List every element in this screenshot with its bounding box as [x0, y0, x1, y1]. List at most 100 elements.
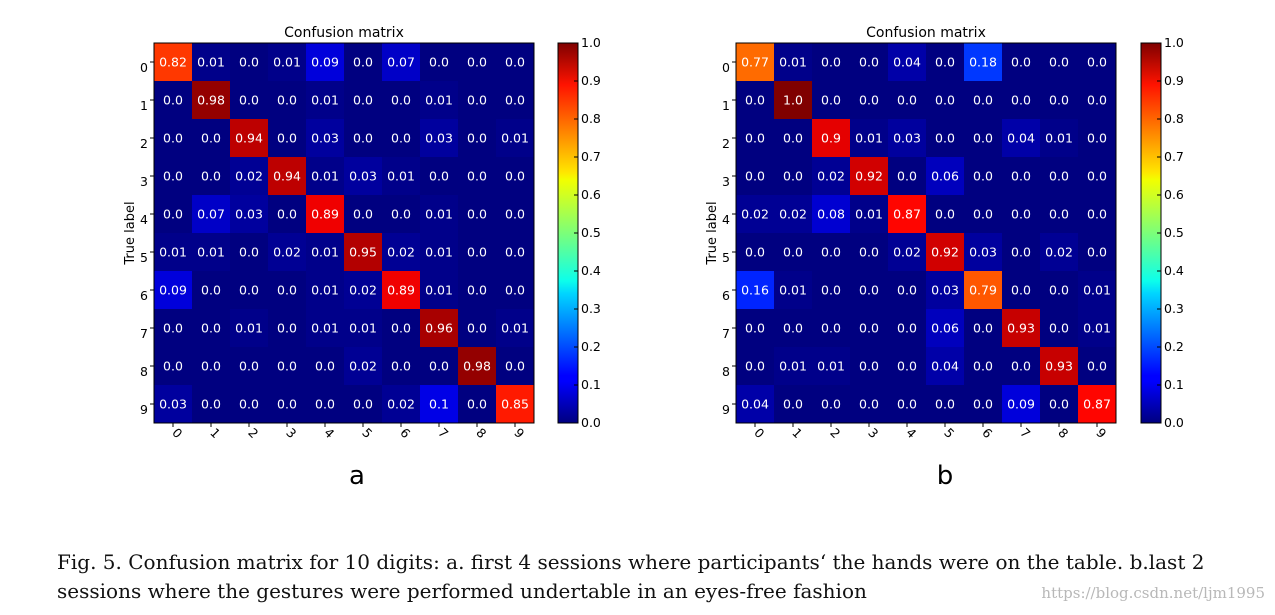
heatmap-cell — [1002, 43, 1041, 82]
y-tick-label: 1 — [722, 98, 730, 113]
heatmap-cell — [812, 271, 851, 310]
cell-value-label: 0.0 — [353, 55, 373, 70]
colorbar-tick-label: 0.7 — [581, 149, 601, 164]
heatmap-cell — [850, 81, 889, 120]
cell-value-label: 0.18 — [969, 55, 997, 70]
heatmap-cell — [850, 119, 889, 158]
colorbar-tick-label: 0.7 — [1164, 149, 1184, 164]
cell-value-label: 0.02 — [817, 169, 845, 184]
heatmap-cell — [1078, 43, 1117, 82]
cell-value-label: 0.01 — [311, 283, 339, 298]
colorbar-tick-label: 0.2 — [1164, 339, 1184, 354]
colorbar-tick-label: 0.9 — [581, 73, 601, 88]
y-tick-label: 9 — [722, 402, 730, 417]
heatmap-cell — [926, 385, 965, 424]
figure-caption: Fig. 5. Confusion matrix for 10 digits: … — [57, 550, 1205, 603]
cell-value-label: 0.03 — [311, 131, 339, 146]
heatmap-cell — [496, 233, 535, 272]
cell-value-label: 0.92 — [855, 169, 883, 184]
heatmap-cell — [736, 271, 775, 310]
cell-value-label: 0.03 — [893, 131, 921, 146]
cell-value-label: 0.77 — [741, 55, 769, 70]
x-tick-label: 1 — [789, 425, 805, 441]
colorbar-tick-label: 0.4 — [1164, 263, 1184, 278]
cell-value-label: 0.0 — [201, 359, 221, 374]
heatmap-cell — [344, 233, 383, 272]
y-tick-label: 3 — [722, 174, 730, 189]
cell-value-label: 0.0 — [1049, 207, 1069, 222]
cell-value-label: 0.0 — [163, 169, 183, 184]
heatmap-cell — [736, 81, 775, 120]
colorbar-tick-label: 0.8 — [581, 111, 601, 126]
panel-label: a — [349, 461, 365, 491]
heatmap-cell — [154, 195, 193, 234]
heatmap-cell — [344, 385, 383, 424]
heatmap-cell — [192, 119, 231, 158]
heatmap-cell — [736, 43, 775, 82]
cell-value-label: 0.0 — [505, 245, 525, 260]
cell-value-label: 0.16 — [741, 283, 769, 298]
watermark-text: https://blog.csdn.net/ljm1995 — [1041, 584, 1265, 602]
cell-value-label: 0.04 — [931, 359, 959, 374]
heatmap-cell — [154, 233, 193, 272]
cell-value-label: 0.06 — [931, 169, 959, 184]
cell-value-label: 0.01 — [273, 55, 301, 70]
colorbar-tick-label: 0.1 — [581, 377, 601, 392]
cell-value-label: 0.0 — [505, 359, 525, 374]
heatmap-cell — [458, 43, 497, 82]
heatmap-cell — [812, 43, 851, 82]
heatmap-cell — [926, 347, 965, 386]
cell-value-label: 0.0 — [859, 55, 879, 70]
heatmap-cell — [230, 81, 269, 120]
x-tick-label: 3 — [283, 425, 299, 441]
cell-value-label: 0.02 — [387, 397, 415, 412]
cell-value-label: 0.0 — [239, 359, 259, 374]
heatmap-cell — [458, 347, 497, 386]
y-tick-label: 1 — [140, 98, 148, 113]
cell-value-label: 0.0 — [163, 93, 183, 108]
heatmap-cell — [888, 157, 927, 196]
cell-value-label: 0.0 — [391, 131, 411, 146]
heatmap-cell — [230, 195, 269, 234]
heatmap-cell — [964, 309, 1003, 348]
heatmap-cell — [306, 157, 345, 196]
cell-value-label: 0.0 — [821, 397, 841, 412]
cell-value-label: 0.89 — [311, 207, 339, 222]
cell-value-label: 0.02 — [349, 359, 377, 374]
cell-value-label: 0.0 — [745, 169, 765, 184]
cell-value-label: 0.0 — [353, 131, 373, 146]
heatmap-cell — [268, 81, 307, 120]
heatmap-cell — [850, 385, 889, 424]
heatmap-cell — [926, 233, 965, 272]
heatmap-cell — [382, 309, 421, 348]
cell-value-label: 0.92 — [931, 245, 959, 260]
y-axis-label: True label — [705, 201, 720, 265]
cell-value-label: 0.0 — [353, 207, 373, 222]
heatmap-cell — [420, 347, 459, 386]
cell-value-label: 0.0 — [1011, 93, 1031, 108]
heatmap-cell — [420, 195, 459, 234]
cell-value-label: 0.07 — [197, 207, 225, 222]
cell-value-label: 0.04 — [1007, 131, 1035, 146]
y-tick-label: 3 — [140, 174, 148, 189]
cell-value-label: 0.01 — [501, 131, 529, 146]
chart-title: Confusion matrix — [866, 25, 986, 41]
cell-value-label: 0.01 — [425, 93, 453, 108]
x-tick-label: 4 — [321, 425, 337, 441]
heatmap-cell — [1040, 119, 1079, 158]
cell-value-label: 0.0 — [1049, 397, 1069, 412]
heatmap-cell — [458, 81, 497, 120]
heatmap-cell — [850, 157, 889, 196]
heatmap-cell — [458, 157, 497, 196]
x-tick-label: 9 — [1093, 425, 1109, 441]
heatmap-cell — [306, 385, 345, 424]
heatmap-cell — [154, 271, 193, 310]
cell-value-label: 0.0 — [1087, 359, 1107, 374]
heatmap-cell — [888, 195, 927, 234]
cell-value-label: 0.0 — [1049, 169, 1069, 184]
heatmap-cell — [344, 195, 383, 234]
cell-value-label: 0.0 — [859, 283, 879, 298]
cell-value-label: 0.0 — [505, 283, 525, 298]
cell-value-label: 0.0 — [783, 245, 803, 260]
